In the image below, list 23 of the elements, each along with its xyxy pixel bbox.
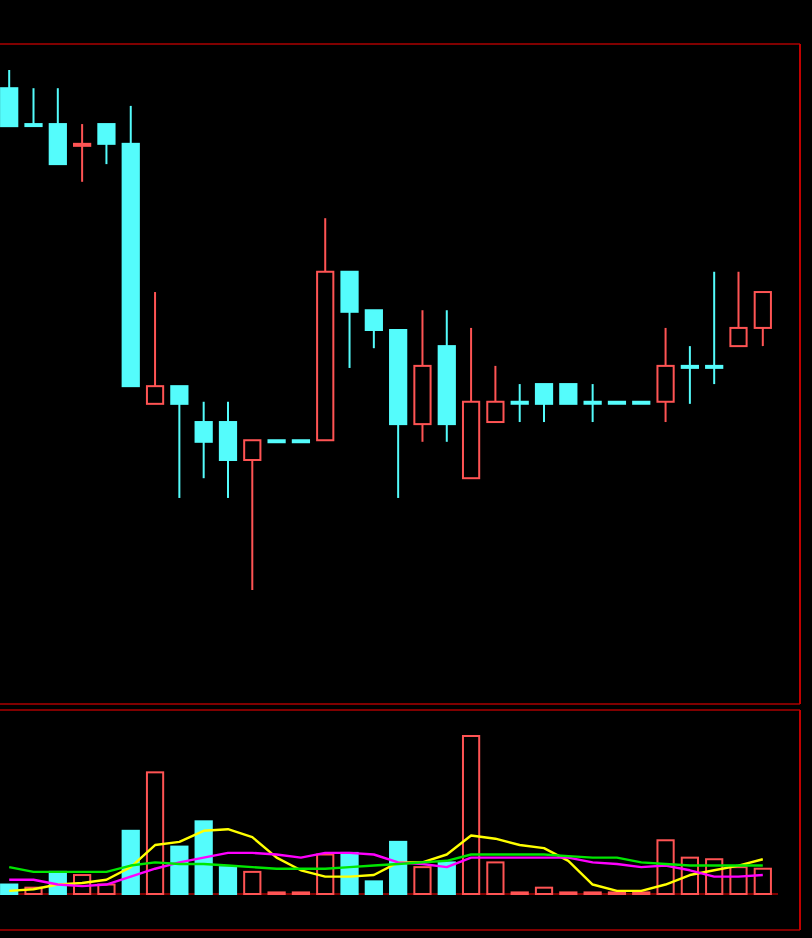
bar (145, 771, 165, 895)
candlestick (437, 309, 456, 443)
candlestick (73, 123, 92, 183)
bar (486, 861, 505, 895)
candlestick (413, 309, 432, 443)
bar (218, 866, 238, 895)
bar (194, 820, 213, 895)
bar (461, 735, 481, 895)
candlestick (656, 326, 675, 424)
candlestick (680, 345, 699, 405)
bar (753, 867, 772, 895)
candlestick (583, 383, 602, 424)
bar (389, 840, 408, 895)
candlestick (218, 400, 238, 499)
bar (534, 886, 554, 895)
candlestick (510, 383, 529, 424)
bar (170, 845, 189, 895)
bar (413, 866, 432, 895)
bar (437, 861, 456, 895)
candlestick (194, 400, 213, 480)
bar (243, 870, 262, 895)
candlestick (705, 270, 724, 386)
bar (364, 880, 383, 895)
